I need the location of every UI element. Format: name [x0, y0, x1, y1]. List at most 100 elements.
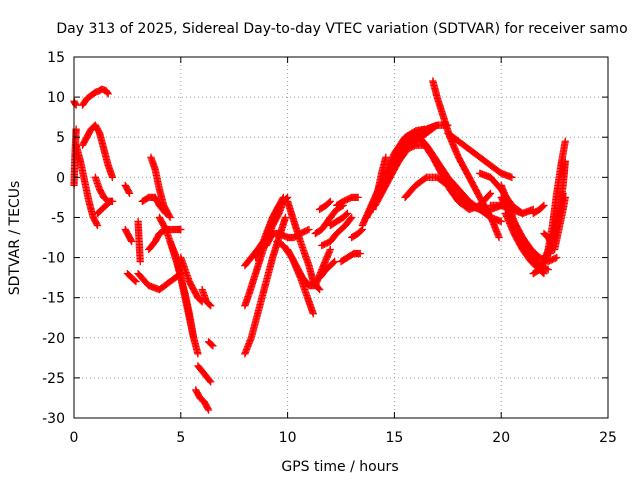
point-marker — [161, 224, 169, 232]
y-tick-label: 15 — [47, 50, 65, 66]
point-marker — [544, 265, 552, 274]
series-arc-19 — [198, 285, 215, 310]
point-marker — [125, 189, 134, 198]
y-tick-label: -15 — [42, 291, 65, 307]
point-marker — [329, 258, 338, 267]
point-marker — [486, 189, 495, 198]
point-marker — [204, 406, 213, 414]
series-arc-50 — [401, 173, 505, 214]
series-arc-21 — [192, 386, 213, 414]
point-marker — [194, 350, 202, 358]
point-marker — [103, 89, 112, 97]
point-marker — [382, 153, 390, 161]
grid — [74, 57, 608, 418]
point-marker — [357, 226, 365, 235]
series-arc-35 — [315, 257, 339, 282]
point-marker — [206, 377, 214, 385]
series-arc-17 — [166, 237, 202, 358]
point-marker — [127, 236, 135, 244]
point-marker — [539, 268, 547, 277]
series-arc-49 — [429, 77, 503, 242]
series-arc-45 — [369, 153, 390, 214]
y-tick-label: 0 — [56, 170, 65, 186]
point-marker — [540, 201, 548, 210]
series-arc-26 — [251, 193, 292, 262]
point-marker — [281, 213, 290, 222]
point-marker — [309, 310, 317, 318]
chart-title: Day 313 of 2025, Sidereal Day-to-day VTE… — [56, 21, 627, 37]
y-tick-label: 5 — [56, 130, 65, 146]
point-marker — [561, 193, 569, 202]
series-arc-04 — [78, 121, 117, 181]
series-arc-38 — [348, 225, 367, 242]
series-arc-30 — [273, 237, 317, 318]
series-arc-05 — [72, 141, 102, 230]
series-arc-22 — [204, 338, 217, 350]
y-axis-label: SDTVAR / TECUs — [7, 181, 23, 296]
series-arc-62 — [529, 201, 548, 218]
series-arc-63 — [540, 229, 557, 250]
point-marker — [209, 342, 217, 350]
series-arc-12 — [134, 269, 185, 294]
point-marker — [104, 90, 112, 98]
point-marker — [95, 128, 103, 136]
point-marker — [343, 209, 352, 218]
series-arc-10 — [123, 269, 140, 286]
point-marker — [561, 157, 569, 165]
point-marker — [315, 285, 324, 294]
point-marker — [497, 217, 505, 226]
x-tick-label: 20 — [492, 430, 510, 446]
point-marker — [282, 194, 291, 203]
point-marker — [508, 173, 516, 181]
series-arc-18 — [177, 253, 206, 306]
series-arc-51 — [444, 129, 516, 181]
point-marker — [166, 213, 174, 222]
y-tick-label: 10 — [47, 90, 65, 106]
point-marker — [540, 269, 548, 278]
point-marker — [354, 193, 362, 202]
point-marker — [204, 404, 212, 413]
point-marker — [488, 216, 496, 224]
point-marker — [136, 257, 144, 266]
point-marker — [539, 202, 547, 211]
point-marker — [553, 253, 561, 262]
point-marker — [561, 137, 569, 145]
point-marker — [257, 243, 265, 251]
point-marker — [356, 249, 364, 258]
y-tick-label: -5 — [51, 210, 65, 226]
point-marker — [208, 341, 216, 349]
series-arc-01 — [70, 97, 80, 109]
point-marker — [93, 220, 101, 228]
series-arc-34 — [315, 197, 334, 214]
point-marker — [347, 214, 355, 223]
x-tick-label: 10 — [279, 430, 297, 446]
point-marker — [177, 225, 185, 234]
point-marker — [93, 221, 102, 230]
y-tick-label: -10 — [42, 251, 65, 267]
point-marker — [485, 190, 494, 199]
series-arc-14 — [147, 153, 174, 222]
point-marker — [131, 276, 139, 285]
y-tick-label: -30 — [42, 411, 65, 427]
point-marker — [315, 284, 323, 293]
point-marker — [205, 301, 214, 309]
point-marker — [165, 212, 174, 220]
series-arc-08 — [121, 181, 134, 198]
point-marker — [305, 225, 313, 234]
point-marker — [125, 188, 133, 196]
y-tick-label: -20 — [42, 331, 65, 347]
point-marker — [326, 197, 334, 206]
y-tick-label: -25 — [42, 371, 65, 387]
series-arc-09 — [121, 225, 136, 246]
point-marker — [342, 210, 350, 219]
series-arc-37 — [337, 249, 364, 266]
point-marker — [548, 240, 556, 248]
series-arc-32 — [318, 213, 356, 250]
point-marker — [207, 378, 215, 386]
series-arc-33 — [326, 209, 352, 230]
point-marker — [108, 197, 117, 206]
x-tick-label: 25 — [599, 430, 617, 446]
x-axis-label: GPS time / hours — [281, 459, 398, 475]
point-marker — [132, 277, 140, 286]
